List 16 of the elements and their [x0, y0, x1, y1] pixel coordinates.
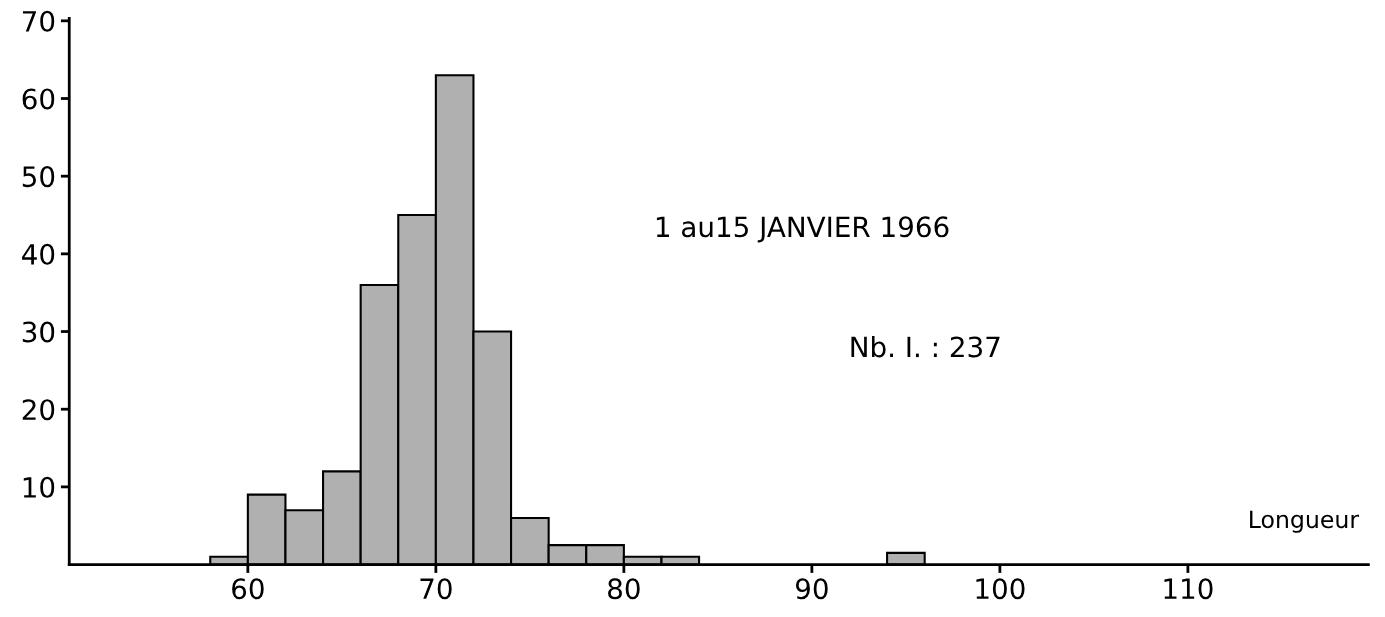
annotation: 1 au15 JANVIER 1966	[656, 216, 949, 243]
y-tick-label: 50	[22, 166, 55, 188]
x-tick-label: 60	[232, 578, 264, 600]
y-tick-label: 30	[22, 321, 55, 343]
x-tick-label: 70	[420, 578, 452, 600]
y-tick-label: 40	[22, 243, 55, 265]
annotation: Nb. I. : 237	[851, 335, 1000, 358]
x-tick-label: 110	[1164, 578, 1213, 600]
x-tick-label: 80	[608, 578, 640, 600]
y-tick-label: 60	[22, 88, 55, 110]
x-axis-title: Longueur	[1250, 510, 1360, 533]
y-tick-label: 20	[22, 399, 55, 421]
x-tick-label: 90	[795, 578, 828, 600]
y-tick-label: 10	[23, 476, 55, 498]
y-tick-label: 70	[22, 10, 55, 32]
x-tick-label: 100	[976, 578, 1025, 600]
